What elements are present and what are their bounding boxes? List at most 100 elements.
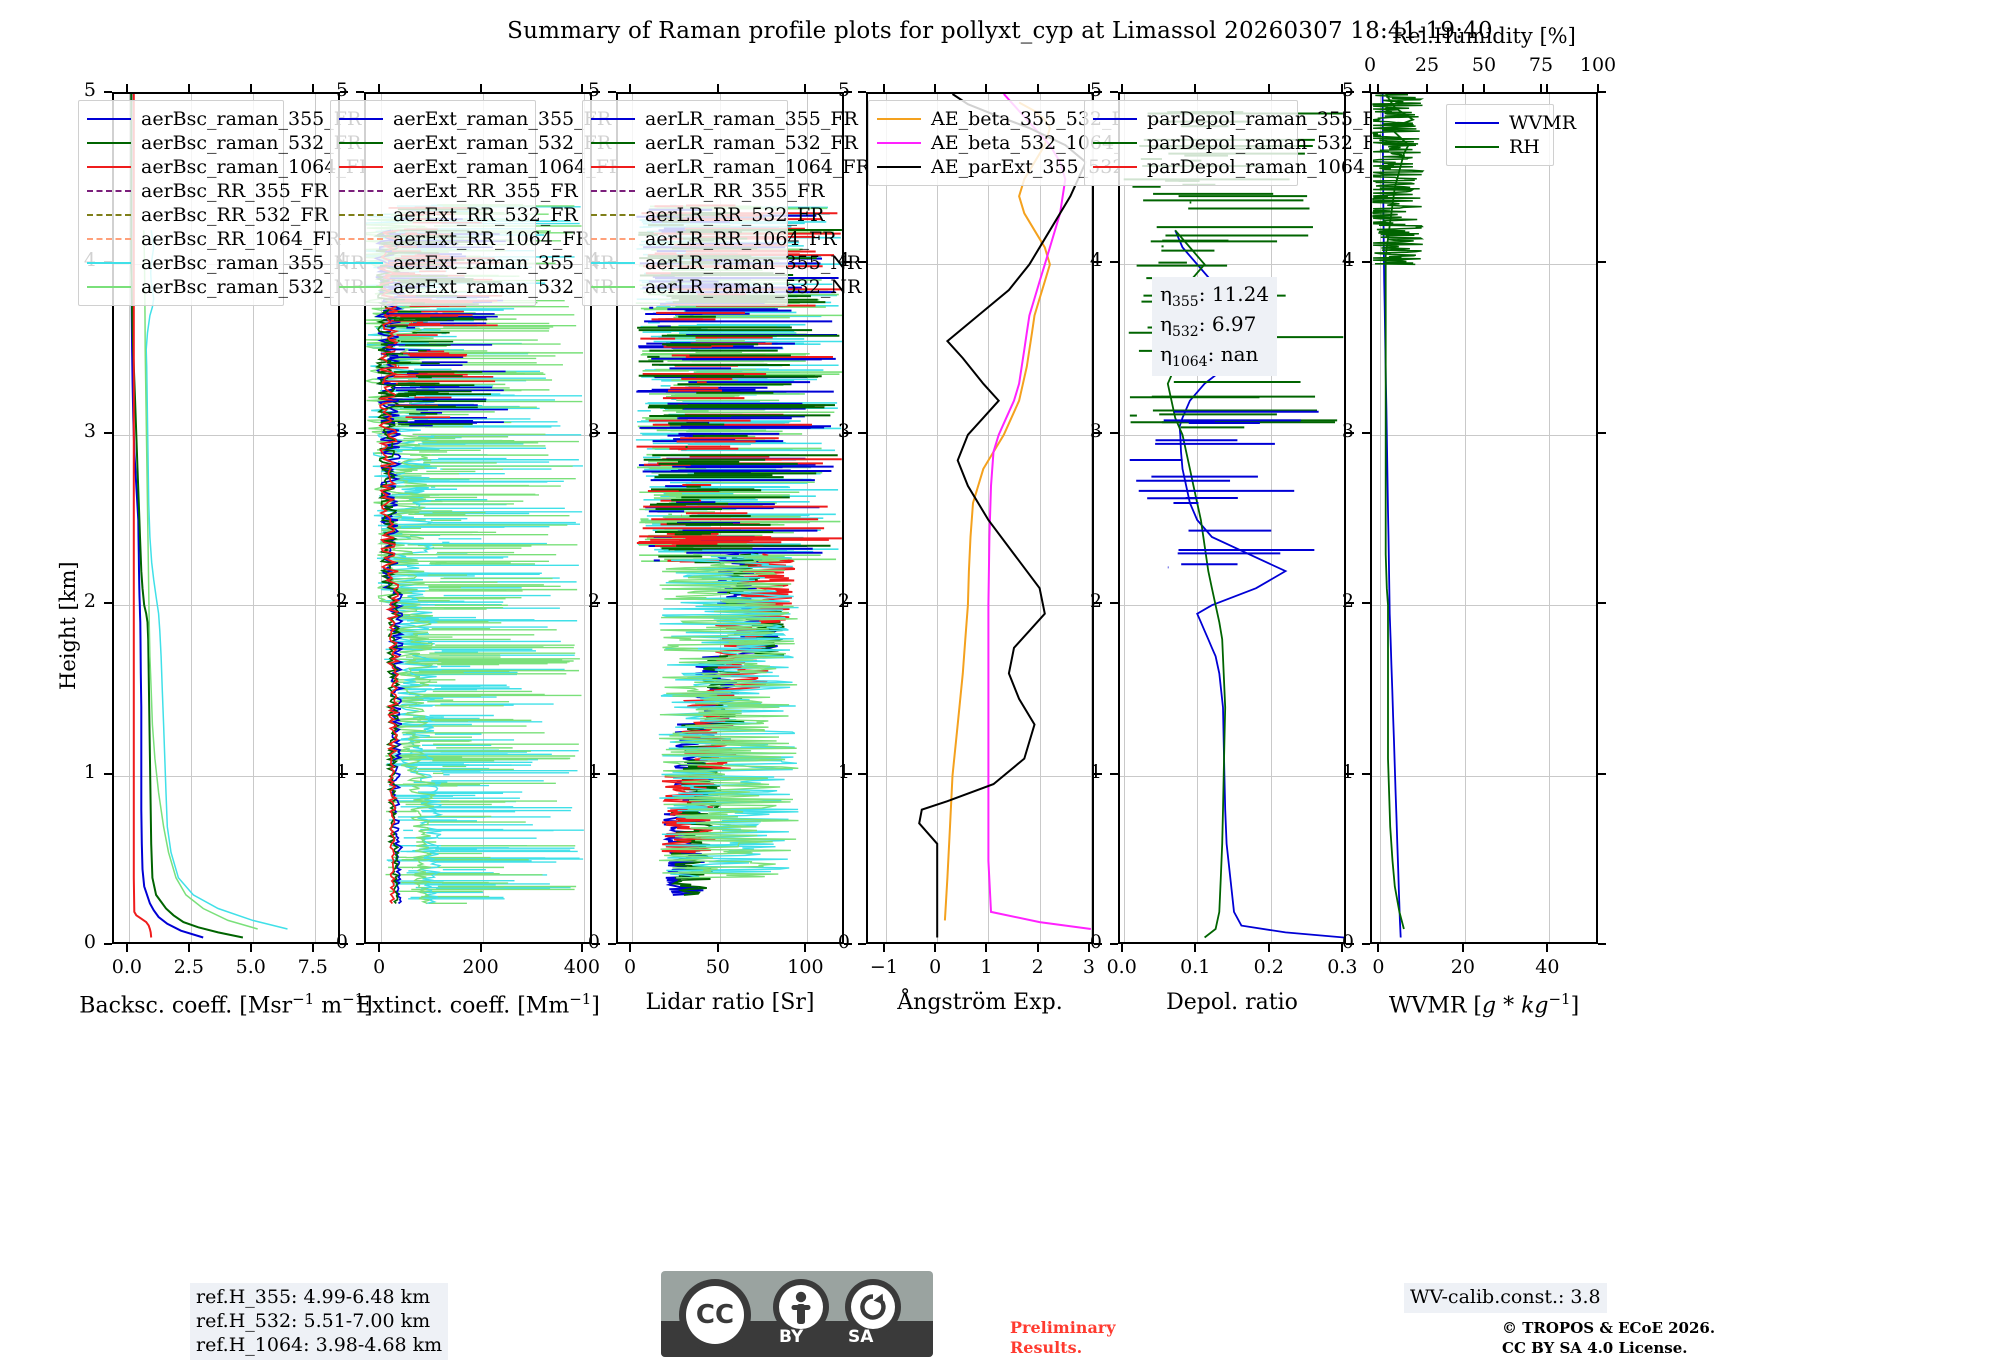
y-tick-mark-right	[844, 602, 852, 605]
legend-item[interactable]: aerLR_RR_532_FR	[591, 203, 824, 227]
legend-item[interactable]: aerExt_raman_532_NR	[339, 275, 615, 299]
legend-item[interactable]: aerExt_raman_1064_FR	[339, 155, 623, 179]
x-axis-label-wvmr-rh: WVMR [g * kg−1]	[1388, 990, 1580, 1019]
legend-item[interactable]: aerBsc_RR_532_FR	[87, 203, 328, 227]
data-curve	[1381, 94, 1402, 938]
legend-item[interactable]: aerExt_raman_355_NR	[339, 251, 615, 275]
ref-height-355: ref.H_355: 4.99-6.48 km	[196, 1286, 431, 1308]
y-tick-label: 5	[837, 79, 850, 101]
y-tick-mark	[104, 431, 112, 434]
y-tick-mark	[1362, 943, 1370, 945]
y-axis-label: Height [km]	[56, 561, 80, 690]
legend-color-swatch	[1455, 146, 1499, 148]
legend-color-swatch	[591, 118, 635, 120]
y-tick-label: 1	[335, 760, 348, 783]
y-tick-mark	[104, 943, 112, 945]
x-tick-mark	[1036, 944, 1039, 952]
x-tick-mark-top	[187, 84, 190, 92]
legend-item[interactable]: aerExt_raman_532_FR	[339, 131, 611, 155]
curves-depolarization	[1123, 111, 1344, 939]
wv-calib-annotation: WV-calib.const.: 3.8	[1404, 1283, 1607, 1313]
x-tick-label: 2.5	[173, 956, 204, 978]
legend-item[interactable]: aerExt_raman_355_FR	[339, 107, 611, 131]
legend-item[interactable]: WVMR	[1455, 111, 1576, 135]
x-tick-mark	[1461, 944, 1464, 952]
legend-label: aerExt_raman_355_NR	[393, 251, 615, 274]
legend-item[interactable]: aerBsc_raman_1064_FR	[87, 155, 373, 179]
data-curve	[1384, 94, 1415, 930]
legend-label: RH	[1509, 135, 1540, 158]
x-tick-label: 200	[462, 956, 499, 978]
legend-item[interactable]: aerBsc_raman_355_NR	[87, 251, 365, 275]
x-tick-mark	[1341, 944, 1344, 952]
copyright-note: © TROPOS & ECoE 2026. CC BY SA 4.0 Licen…	[1502, 1319, 1715, 1358]
x-tick-mark-top	[311, 84, 314, 92]
legend-label: parDepol_raman_1064_FR	[1147, 155, 1403, 178]
x-tick-mark	[125, 944, 128, 952]
x-tick-mark-top	[1267, 84, 1270, 92]
legend-item[interactable]: aerBsc_raman_355_FR	[87, 107, 361, 131]
y-tick-label: 2	[83, 590, 96, 613]
legend-item[interactable]: aerExt_RR_532_FR	[339, 203, 578, 227]
y-tick-mark-right	[1346, 261, 1354, 264]
legend-item[interactable]: aerBsc_raman_532_FR	[87, 131, 361, 155]
y-tick-mark	[1110, 261, 1118, 264]
legend-item[interactable]: aerExt_RR_1064_FR	[339, 227, 590, 251]
legend-color-swatch	[339, 286, 383, 288]
y-tick-mark	[608, 91, 616, 93]
legend-label: aerExt_raman_1064_FR	[393, 155, 624, 178]
top-tick-mark	[1369, 84, 1371, 92]
cc-circle-icon: CC	[679, 1279, 751, 1351]
legend-label: aerExt_RR_532_FR	[393, 203, 578, 226]
legend-item[interactable]: aerLR_raman_355_NR	[591, 251, 861, 275]
grid-line-vertical	[1380, 94, 1382, 942]
legend-item[interactable]: aerBsc_RR_1064_FR	[87, 227, 340, 251]
legend-item[interactable]: aerBsc_raman_532_NR	[87, 275, 365, 299]
ref-height-annotation: ref.H_355: 4.99-6.48 km ref.H_532: 5.51-…	[190, 1283, 449, 1360]
top-tick-mark	[1483, 84, 1485, 92]
legend-item[interactable]: aerExt_RR_355_FR	[339, 179, 578, 203]
y-tick-mark-right	[1346, 431, 1354, 434]
legend-item[interactable]: parDepol_raman_1064_FR	[1093, 155, 1402, 179]
grid-line-vertical	[1344, 94, 1345, 942]
y-tick-mark	[356, 91, 364, 93]
legend-item[interactable]: aerLR_raman_1064_FR	[591, 155, 870, 179]
legend-color-swatch	[591, 142, 635, 144]
legend-lidar-ratio: aerLR_raman_355_FR aerLR_raman_532_FR aerL…	[582, 100, 870, 306]
y-tick-label: 2	[587, 590, 600, 613]
x-tick-label: 40	[1535, 956, 1560, 978]
x-tick-mark-top	[804, 84, 807, 92]
y-tick-label: 2	[1341, 590, 1354, 613]
legend-color-swatch	[87, 238, 131, 240]
y-tick-mark-right	[1598, 943, 1606, 945]
legend-item[interactable]: RH	[1455, 135, 1545, 159]
legend-item[interactable]: aerLR_RR_1064_FR	[591, 227, 837, 251]
grid-line-horizontal	[1120, 434, 1344, 436]
y-tick-label: 3	[837, 419, 850, 442]
legend-item[interactable]: aerLR_RR_355_FR	[591, 179, 824, 203]
legend-color-swatch	[339, 142, 383, 144]
x-tick-mark	[1087, 944, 1090, 952]
legend-item[interactable]: aerLR_raman_532_FR	[591, 131, 858, 155]
y-tick-mark	[1110, 772, 1118, 775]
legend-color-swatch	[339, 190, 383, 192]
legend-item[interactable]: parDepol_raman_355_FR	[1093, 107, 1390, 131]
x-tick-mark	[934, 944, 937, 952]
y-tick-label: 4	[1341, 249, 1354, 272]
x-tick-label: 0.3	[1327, 956, 1358, 978]
legend-item[interactable]: aerBsc_RR_355_FR	[87, 179, 328, 203]
ref-height-532: ref.H_532: 5.51-7.00 km	[196, 1309, 431, 1332]
curves-wvmr-rh	[1372, 94, 1425, 938]
legend-item[interactable]: aerLR_raman_532_NR	[591, 275, 861, 299]
data-curve	[366, 212, 444, 905]
legend-item[interactable]: parDepol_raman_532_FR	[1093, 131, 1390, 155]
grid-line-vertical	[1549, 94, 1551, 942]
grid-line-vertical	[128, 94, 130, 942]
curves-angstrom	[918, 94, 1092, 938]
preliminary-line-2: Results.	[1010, 1338, 1083, 1357]
legend-item[interactable]: aerLR_raman_355_FR	[591, 107, 858, 131]
ref-height-1064: ref.H_1064: 3.98-4.68 km	[196, 1333, 443, 1356]
grid-line-horizontal	[1372, 264, 1596, 266]
legend-label: aerLR_raman_532_NR	[645, 275, 862, 298]
